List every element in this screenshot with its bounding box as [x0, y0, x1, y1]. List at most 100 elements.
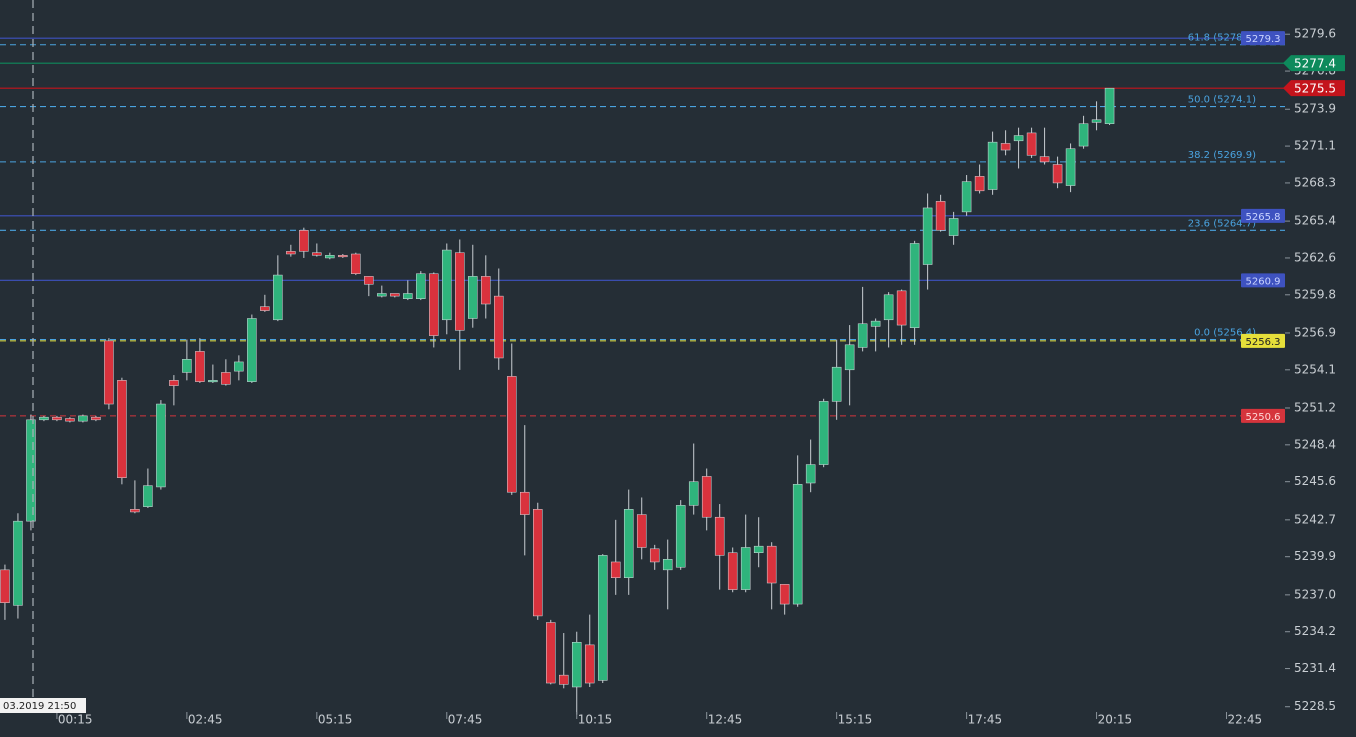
- fib-label: 23.6 (5264.7): [1188, 218, 1256, 229]
- candle-body: [208, 380, 218, 383]
- candle-body: [390, 293, 400, 297]
- candle-body: [182, 359, 192, 373]
- fib-label: 61.8 (5278.8): [1188, 33, 1256, 44]
- candle-body: [221, 372, 231, 385]
- x-tick-label: 00:15: [58, 713, 93, 727]
- y-tick-label: 5231.4: [1294, 661, 1336, 675]
- candle-body: [52, 416, 62, 421]
- candle-body: [1013, 135, 1024, 142]
- candle-body: [870, 320, 881, 327]
- candle-body: [169, 380, 179, 386]
- level-tag-label: 5279.3: [1246, 34, 1281, 45]
- x-tick-label: 10:15: [578, 713, 613, 727]
- x-tick-label: 12:45: [708, 713, 743, 727]
- candle-body: [662, 559, 673, 571]
- candle-body: [117, 380, 127, 478]
- candle-body: [961, 181, 972, 213]
- candle-body: [1104, 87, 1115, 124]
- candle-body: [299, 230, 309, 252]
- candle-body: [883, 294, 894, 321]
- candle-body: [533, 509, 543, 617]
- candle-body: [273, 274, 283, 321]
- candle-body: [78, 415, 88, 422]
- y-tick-label: 5265.4: [1294, 214, 1336, 228]
- candle-body: [1000, 143, 1011, 151]
- y-tick-label: 5259.8: [1294, 287, 1336, 301]
- y-tick-label: 5279.6: [1294, 27, 1336, 41]
- candle-body: [909, 243, 920, 328]
- level-tag: [1241, 333, 1285, 348]
- candle-body: [636, 514, 647, 548]
- fib-label: 0.0 (5256.4): [1194, 328, 1256, 339]
- y-tick-label: 5248.4: [1294, 437, 1336, 451]
- x-tick-label: 17:45: [968, 713, 1003, 727]
- candle-body: [546, 622, 556, 684]
- candle-body: [403, 293, 413, 299]
- y-tick-label: 5228.5: [1294, 699, 1336, 713]
- candle-body: [65, 418, 75, 422]
- candles: [0, 87, 1115, 715]
- level-tag-label: 5277.4: [1294, 57, 1336, 71]
- candle-body: [766, 545, 777, 584]
- candle-body: [429, 273, 439, 336]
- x-tick-label: 05:15: [318, 713, 353, 727]
- axes: 5279.65276.85273.95271.15268.35265.45262…: [56, 27, 1336, 727]
- candle-body: [753, 545, 764, 553]
- candle-body: [507, 376, 517, 493]
- x-tick-label: 22:45: [1228, 713, 1263, 727]
- candle-body: [896, 290, 907, 326]
- candle-body: [26, 419, 36, 522]
- y-tick-label: 5271.1: [1294, 139, 1336, 153]
- candle-body: [520, 491, 530, 515]
- level-tag: [1241, 408, 1285, 423]
- y-tick-label: 5254.1: [1294, 362, 1336, 376]
- candle-body: [364, 276, 374, 285]
- y-tick-label: 5256.9: [1294, 325, 1336, 339]
- fib-label: 38.2 (5269.9): [1188, 150, 1256, 161]
- level-tag: [1241, 208, 1285, 223]
- crosshair-label-box: [0, 698, 86, 713]
- candle-body: [0, 569, 10, 604]
- level-tag-label: 5275.5: [1294, 82, 1336, 96]
- candle-body: [247, 318, 257, 382]
- candle-body: [571, 641, 582, 688]
- y-tick-label: 5237.0: [1294, 587, 1336, 601]
- candle-body: [727, 552, 738, 590]
- y-tick-label: 5273.9: [1294, 102, 1336, 116]
- x-tick-label: 02:45: [188, 713, 223, 727]
- levels: [0, 37, 1285, 417]
- candle-body: [922, 207, 933, 265]
- candle-body: [740, 547, 751, 590]
- candle-body: [351, 253, 361, 274]
- candle-body: [688, 481, 699, 506]
- candle-body: [584, 644, 595, 684]
- candle-body: [325, 255, 335, 259]
- candle-body: [1091, 119, 1102, 123]
- candle-body: [831, 366, 842, 402]
- candle-body: [844, 344, 855, 371]
- candle-body: [974, 176, 985, 192]
- y-tick-label: 5268.3: [1294, 175, 1336, 189]
- candle-body: [260, 306, 270, 311]
- y-tick-label: 5262.6: [1294, 250, 1336, 264]
- level-tag: [1283, 55, 1345, 72]
- y-tick-label: 5245.6: [1294, 474, 1336, 488]
- candle-body: [13, 520, 23, 606]
- candle-body: [91, 416, 101, 421]
- x-tick-label: 07:45: [448, 713, 483, 727]
- candle-body: [792, 484, 803, 605]
- candle-body: [779, 584, 790, 605]
- candle-body: [1052, 164, 1063, 184]
- crosshair-label: 03.2019 21:50: [3, 701, 76, 712]
- candle-body: [39, 416, 49, 421]
- candle-body: [1026, 132, 1037, 156]
- candle-body: [1039, 156, 1050, 163]
- x-tick-label: 20:15: [1098, 713, 1133, 727]
- candle-body: [143, 485, 153, 507]
- level-tag-label: 5265.8: [1246, 212, 1281, 223]
- candle-body: [623, 509, 634, 579]
- candle-body: [494, 295, 504, 359]
- candle-body: [935, 201, 946, 231]
